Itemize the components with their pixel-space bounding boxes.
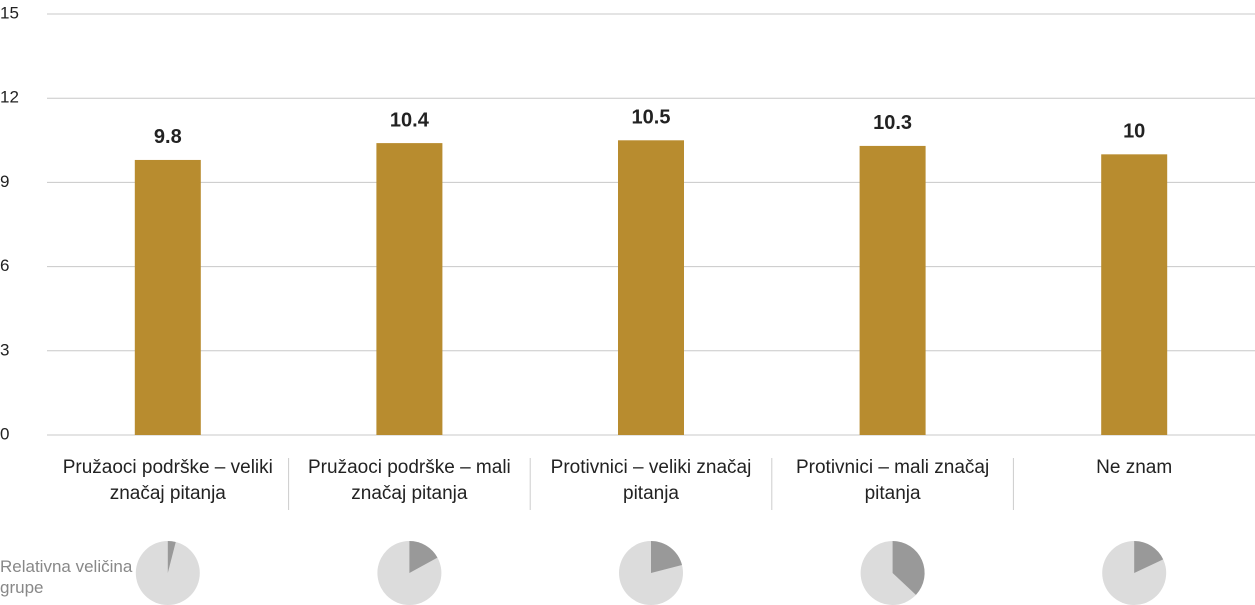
x-tick-label: Pružaoci podrške – veliki značaj pitanja xyxy=(62,457,273,504)
value-label: 9.8 xyxy=(154,126,182,148)
value-label: 10 xyxy=(1123,121,1145,143)
bar xyxy=(134,159,201,436)
pie-slice xyxy=(409,541,438,573)
pie-slice xyxy=(651,541,682,573)
y-tick-label: 9 xyxy=(0,172,9,191)
bar xyxy=(859,145,926,435)
pie-slice xyxy=(167,541,176,573)
y-tick-label: 0 xyxy=(0,424,9,443)
x-tick-label: Ne znam xyxy=(1096,457,1173,478)
value-label: 10.4 xyxy=(390,109,430,131)
y-tick-label: 12 xyxy=(0,88,19,107)
pie-slice xyxy=(892,541,925,595)
bar xyxy=(376,143,443,435)
pie-slice xyxy=(1134,541,1164,573)
y-tick-label: 3 xyxy=(0,340,9,359)
group-size-label: Relativna veličina grupe xyxy=(0,557,133,597)
y-tick-label: 6 xyxy=(0,256,9,275)
x-tick-label: Protivnici – mali značaj pitanja xyxy=(795,457,990,504)
x-tick-label: Pružaoci podrške – mali značaj pitanja xyxy=(308,457,511,504)
bar xyxy=(1101,154,1168,436)
x-tick-label: Protivnici – veliki značaj pitanja xyxy=(550,457,752,504)
y-tick-label: 15 xyxy=(0,3,19,22)
value-label: 10.3 xyxy=(873,112,912,134)
value-label: 10.5 xyxy=(632,107,671,129)
bar xyxy=(618,140,684,436)
